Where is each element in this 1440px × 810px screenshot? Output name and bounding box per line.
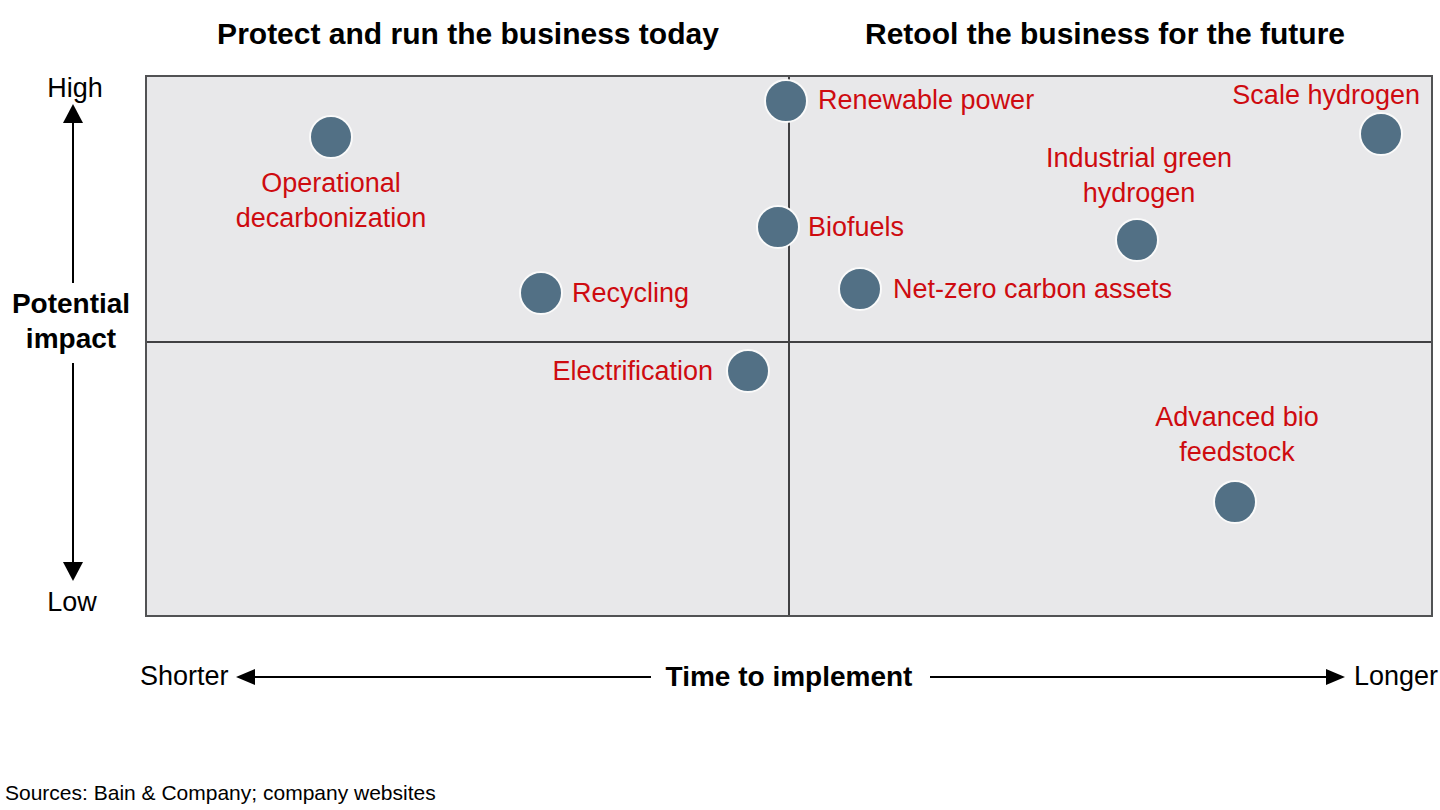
data-point-label-line: Net-zero carbon assets [893,272,1172,307]
x-axis-title: Time to implement [666,659,913,695]
data-point-label-line: Industrial green [1046,141,1232,176]
x-axis-right-arrow [928,667,1348,687]
data-point-label: Renewable power [818,83,1034,118]
data-point-dot [726,349,770,393]
y-axis-low-label: Low [47,585,97,619]
data-point-dot [1115,218,1159,262]
x-axis-longer-label: Longer [1354,659,1438,693]
data-point-label: Recycling [572,276,689,311]
data-point-dot [756,205,800,249]
data-point-label-line: Advanced bio [1155,400,1319,435]
data-point-label-line: Scale hydrogen [1232,78,1420,113]
data-point-label-line: feedstock [1155,435,1319,470]
data-point-label-line: Electrification [552,354,713,389]
source-note: Sources: Bain & Company; company website… [5,780,436,806]
data-point-label: Biofuels [808,210,904,245]
data-point-dot [1359,112,1403,156]
x-axis-shorter-label: Shorter [140,659,229,693]
data-point-label: Operationaldecarbonization [236,166,427,236]
y-axis-title-line2: impact [12,321,130,356]
quadrant-chart: Protect and run the business today Retoo… [0,0,1440,810]
data-point-label-line: hydrogen [1046,176,1232,211]
data-point-label: Net-zero carbon assets [893,272,1172,307]
data-point-label: Electrification [552,354,713,389]
data-point-dot [309,115,353,159]
data-point-label-line: Renewable power [818,83,1034,118]
y-axis-title: Potential impact [12,286,130,356]
data-point-dot [519,271,563,315]
data-point-label: Industrial greenhydrogen [1046,141,1232,211]
data-point-label-line: Biofuels [808,210,904,245]
data-point-dot [1213,480,1257,524]
data-point-label: Scale hydrogen [1232,78,1420,113]
data-point-label-line: Operational [236,166,427,201]
x-axis-left-arrow [233,667,653,687]
data-point-label: Advanced biofeedstock [1155,400,1319,470]
y-axis-title-line1: Potential [12,286,130,321]
data-point-label-line: Recycling [572,276,689,311]
data-point-label-line: decarbonization [236,201,427,236]
data-point-dot [764,79,808,123]
data-point-dot [838,267,882,311]
